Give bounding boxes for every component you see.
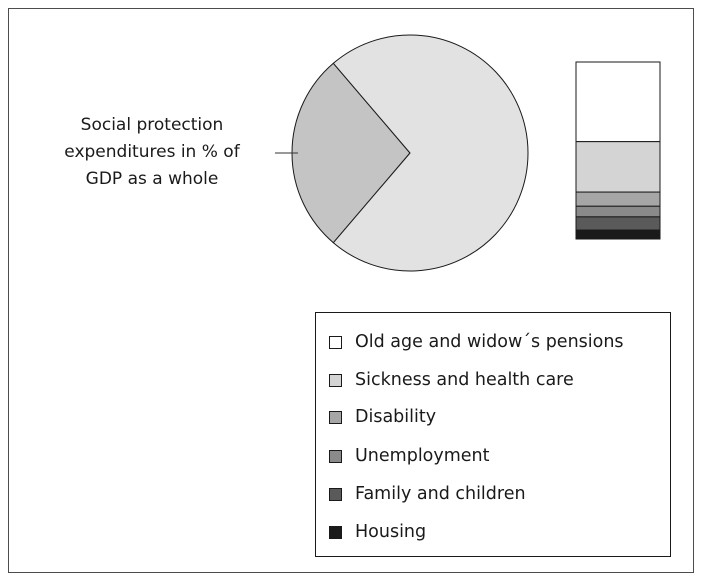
legend-label: Housing: [355, 522, 427, 542]
annotation-line-3: GDP as a whole: [85, 169, 219, 189]
bar-segment-family: [575, 216, 661, 231]
pie-annotation: Social protection expenditures in % of G…: [40, 112, 264, 193]
bar-segment-unemployment: [575, 205, 661, 218]
legend-swatch: [329, 410, 342, 424]
legend-label: Sickness and health care: [355, 370, 574, 390]
bar-segment-sickness: [575, 141, 661, 193]
legend-item-family: Family and children: [329, 482, 526, 506]
chart-frame: [8, 8, 694, 573]
legend-label: Old age and widow´s pensions: [355, 332, 624, 352]
annotation-line-1: Social protection: [80, 115, 224, 135]
stacked-bar-chart: [575, 61, 661, 240]
legend-swatch: [329, 449, 342, 463]
legend-item-sickness: Sickness and health care: [329, 368, 574, 392]
bar-segment-housing: [575, 229, 661, 240]
legend-label: Disability: [355, 407, 437, 427]
legend-label: Family and children: [355, 484, 526, 504]
bar-segment-old-age: [575, 61, 661, 143]
legend: Old age and widow´s pensions Sickness an…: [315, 312, 671, 557]
pie-chart: [291, 34, 529, 272]
legend-swatch: [329, 335, 342, 349]
bar-segment-disability: [575, 191, 661, 207]
legend-item-housing: Housing: [329, 520, 426, 544]
annotation-line-2: expenditures in % of: [64, 142, 240, 162]
legend-swatch: [329, 525, 342, 539]
legend-swatch: [329, 373, 342, 387]
legend-item-unemployment: Unemployment: [329, 444, 490, 468]
legend-item-old-age: Old age and widow´s pensions: [329, 330, 624, 354]
legend-item-disability: Disability: [329, 405, 436, 429]
legend-label: Unemployment: [355, 446, 490, 466]
pie-slice-remainder: [332, 34, 529, 272]
legend-swatch: [329, 487, 342, 501]
